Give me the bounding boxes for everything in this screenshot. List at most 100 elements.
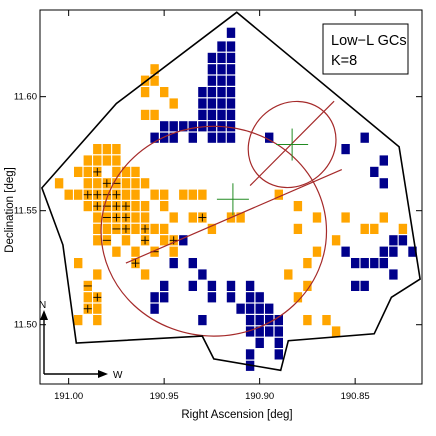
low-l-gc-cell bbox=[140, 212, 150, 223]
high-density-cell bbox=[160, 280, 169, 291]
high-density-cell bbox=[150, 292, 159, 303]
low-l-gc-cell bbox=[303, 280, 312, 291]
high-density-cell bbox=[207, 75, 217, 86]
high-density-cell bbox=[265, 315, 274, 326]
high-density-cell bbox=[198, 98, 207, 109]
low-l-gc-cell bbox=[160, 235, 169, 246]
low-l-gc-cell bbox=[102, 223, 112, 234]
x-tick-label: 190.95 bbox=[150, 391, 179, 402]
survey-footprint bbox=[40, 11, 421, 372]
low-l-gc-cell bbox=[188, 189, 197, 200]
compass-north-label: N bbox=[39, 300, 46, 311]
high-density-cell bbox=[265, 303, 274, 314]
high-density-cell bbox=[217, 109, 226, 120]
high-density-cell bbox=[188, 258, 197, 269]
high-density-cell bbox=[245, 280, 255, 291]
high-density-cell bbox=[379, 155, 388, 166]
high-density-cell bbox=[226, 98, 236, 109]
center-markers bbox=[216, 128, 309, 216]
high-density-cell bbox=[360, 132, 369, 143]
low-l-gc-cell bbox=[322, 315, 331, 326]
axes-frame: 191.00 190.95 190.90 190.85 11.50 11.55 11.60 bbox=[14, 9, 423, 402]
low-l-gc-cell bbox=[284, 269, 293, 280]
high-density-cell bbox=[226, 109, 236, 120]
high-density-cell bbox=[245, 349, 255, 360]
high-density-cell bbox=[379, 246, 388, 257]
high-density-cell bbox=[408, 246, 417, 257]
high-density-cell bbox=[341, 246, 350, 257]
high-density-cell bbox=[217, 87, 226, 98]
low-l-gc-cell bbox=[150, 75, 159, 86]
high-density-cell bbox=[360, 258, 369, 269]
low-l-gc-cell bbox=[150, 109, 159, 120]
high-density-cell bbox=[226, 75, 236, 86]
low-l-gc-cell bbox=[370, 223, 379, 234]
footprint-outline bbox=[40, 11, 421, 372]
high-density-cell bbox=[379, 178, 388, 189]
high-density-cell bbox=[207, 292, 217, 303]
high-density-cell bbox=[351, 258, 360, 269]
high-density-cell bbox=[398, 235, 408, 246]
low-l-gc-cell bbox=[93, 235, 102, 246]
high-density-cell bbox=[198, 109, 207, 120]
high-density-cell bbox=[198, 87, 207, 98]
y-tick-label: 11.50 bbox=[14, 320, 37, 331]
high-density-cell bbox=[274, 337, 283, 348]
low-l-gc-cell bbox=[169, 246, 178, 257]
x-tick-label: 191.00 bbox=[54, 391, 83, 402]
low-l-gc-cell bbox=[112, 144, 121, 155]
legend-frame bbox=[322, 23, 409, 75]
low-l-gc-cell bbox=[93, 303, 102, 314]
low-l-gc-cell bbox=[198, 189, 207, 200]
high-density-cell bbox=[207, 87, 217, 98]
ellipse bbox=[247, 100, 337, 189]
high-density-cell bbox=[389, 269, 398, 280]
high-density-cell bbox=[245, 303, 255, 314]
legend-box: Low−L GCs K=8 bbox=[322, 23, 409, 75]
low-l-gc-cell bbox=[121, 235, 131, 246]
low-l-gc-cell bbox=[331, 326, 341, 337]
high-density-cell bbox=[370, 258, 379, 269]
low-l-gc-cell bbox=[64, 189, 73, 200]
high-density-cell bbox=[389, 235, 398, 246]
high-density-cell bbox=[207, 98, 217, 109]
low-l-gc-cell bbox=[293, 292, 303, 303]
low-l-gc-cell bbox=[93, 155, 102, 166]
low-l-gc-cell bbox=[121, 178, 131, 189]
high-density-cell bbox=[217, 41, 226, 52]
high-density-cell bbox=[207, 64, 217, 75]
high-density-cell bbox=[265, 132, 274, 143]
low-l-gc-cell bbox=[102, 155, 112, 166]
high-density-cell bbox=[207, 109, 217, 120]
low-l-gc-cell bbox=[160, 189, 169, 200]
low-l-gc-cell bbox=[83, 292, 92, 303]
high-density-cell bbox=[226, 292, 236, 303]
low-l-gc-cell bbox=[93, 269, 102, 280]
low-l-gc-cell bbox=[83, 166, 92, 177]
low-l-gc-cell bbox=[169, 212, 178, 223]
high-density-cell bbox=[226, 41, 236, 52]
low-l-gc-cell bbox=[102, 144, 112, 155]
high-density-cell bbox=[274, 315, 283, 326]
high-density-cell bbox=[150, 303, 159, 314]
low-l-gc-cell bbox=[131, 246, 140, 257]
high-density-cells bbox=[150, 27, 417, 371]
high-density-cell bbox=[255, 292, 264, 303]
high-density-cell bbox=[379, 258, 388, 269]
high-density-cell bbox=[226, 87, 236, 98]
low-l-gc-cell bbox=[303, 258, 312, 269]
high-density-cell bbox=[245, 326, 255, 337]
high-density-cell bbox=[150, 132, 159, 143]
low-l-gc-cell bbox=[131, 166, 140, 177]
high-density-cell bbox=[160, 132, 169, 143]
high-density-cell bbox=[226, 121, 236, 132]
high-density-cell bbox=[245, 315, 255, 326]
high-density-cell bbox=[389, 246, 398, 257]
high-density-cell bbox=[188, 280, 197, 291]
low-l-gc-cell bbox=[112, 166, 121, 177]
low-l-gc-cell bbox=[160, 223, 169, 234]
high-density-cell bbox=[226, 27, 236, 38]
high-density-cell bbox=[226, 64, 236, 75]
low-l-gc-cell bbox=[93, 223, 102, 234]
